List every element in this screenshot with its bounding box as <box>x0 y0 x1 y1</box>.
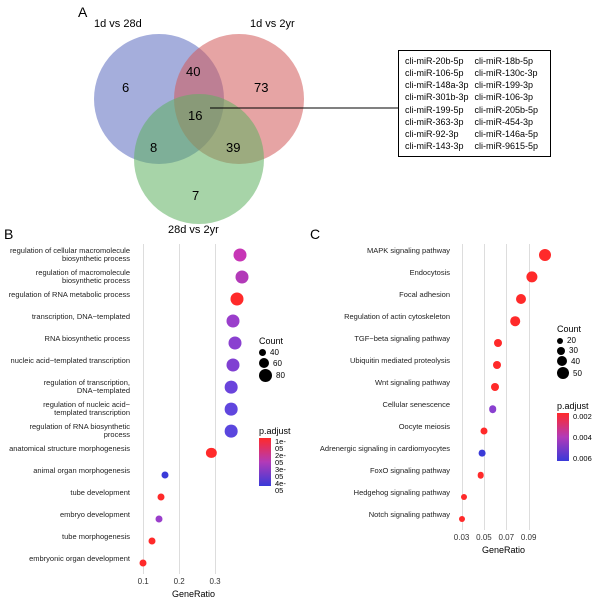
data-point <box>493 361 501 369</box>
dotplot-c: 0.03 0.05 0.07 0.09 MAPK signaling pathway En… <box>314 238 592 598</box>
data-point <box>227 315 240 328</box>
data-point <box>158 494 165 501</box>
data-point <box>459 516 465 522</box>
tick-label: 0.07 <box>498 533 514 542</box>
category-label: Oocyte meiosis <box>314 423 450 431</box>
tick-label: 0.03 <box>454 533 470 542</box>
grid-line <box>529 244 530 530</box>
category-label: Endocytosis <box>314 269 450 277</box>
data-point <box>526 271 537 282</box>
data-point <box>480 428 487 435</box>
tick-label: 0.2 <box>174 577 185 586</box>
data-point <box>161 472 168 479</box>
tick-label: 0.1 <box>138 577 149 586</box>
padjust-legend: p.adjust0.0020.0040.006 <box>557 401 589 461</box>
category-label: Ubiquitin mediated proteolysis <box>314 357 450 365</box>
grid-line <box>506 244 507 530</box>
count-legend: Count406080 <box>259 336 285 383</box>
category-label: Focal adhesion <box>314 291 450 299</box>
padjust-legend: p.adjust1e-052e-053e-054e-05 <box>259 426 291 486</box>
dotplot-b: 0.1 0.2 0.3 regulation of cellular macromol… <box>6 238 306 598</box>
data-point <box>228 337 241 350</box>
data-point <box>478 450 485 457</box>
category-label: MAPK signaling pathway <box>314 247 450 255</box>
category-label: tube development <box>6 489 130 497</box>
category-label: embryo development <box>6 511 130 519</box>
mirna-list-box: cli-miR-20b-5pcli-miR-18b-5pcli-miR-106-… <box>398 50 551 157</box>
category-label: Hedgehog signaling pathway <box>314 489 450 497</box>
category-label: regulation of nucleic acid−templated tra… <box>6 401 130 417</box>
category-label: animal organ morphogenesis <box>6 467 130 475</box>
data-point <box>236 271 249 284</box>
data-point <box>149 538 156 545</box>
category-label: Regulation of actin cytoskeleton <box>314 313 450 321</box>
grid-line <box>179 244 180 574</box>
data-point <box>225 403 238 416</box>
x-axis-title: GeneRatio <box>172 589 215 599</box>
data-point <box>225 381 238 394</box>
grid-line <box>462 244 463 530</box>
data-point <box>510 316 520 326</box>
grid-line <box>484 244 485 530</box>
category-label: tube morphogenesis <box>6 533 130 541</box>
data-point <box>234 249 247 262</box>
grid-line <box>215 244 216 574</box>
category-label: regulation of macromoleculebiosynthetic … <box>6 269 130 285</box>
data-point <box>477 472 484 479</box>
data-point <box>227 359 240 372</box>
category-label: RNA biosynthetic process <box>6 335 130 343</box>
count-legend: Count20304050 <box>557 324 582 380</box>
data-point <box>494 339 502 347</box>
tick-label: 0.05 <box>476 533 492 542</box>
data-point <box>140 560 147 567</box>
category-label: Notch signaling pathway <box>314 511 450 519</box>
data-point <box>461 494 467 500</box>
category-label: FoxO signaling pathway <box>314 467 450 475</box>
data-point <box>491 383 499 391</box>
category-label: Wnt signaling pathway <box>314 379 450 387</box>
grid-line <box>143 244 144 574</box>
category-label: regulation of transcription,DNA−template… <box>6 379 130 395</box>
data-point <box>230 293 243 306</box>
x-axis-title: GeneRatio <box>482 545 525 555</box>
tick-label: 0.3 <box>210 577 221 586</box>
data-point <box>489 405 497 413</box>
category-label: Cellular senescence <box>314 401 450 409</box>
category-label: transcription, DNA−templated <box>6 313 130 321</box>
category-label: anatomical structure morphogenesis <box>6 445 130 453</box>
category-label: regulation of cellular macromoleculebios… <box>6 247 130 263</box>
data-point <box>516 294 526 304</box>
data-point <box>225 425 238 438</box>
category-label: TGF−beta signaling pathway <box>314 335 450 343</box>
category-label: regulation of RNA metabolic process <box>6 291 130 299</box>
category-label: nucleic acid−templated transcription <box>6 357 130 365</box>
tick-label: 0.09 <box>521 533 537 542</box>
data-point <box>539 249 551 261</box>
category-label: Adrenergic signaling in cardiomyocytes <box>314 445 450 453</box>
category-label: embryonic organ development <box>6 555 130 563</box>
data-point <box>156 516 163 523</box>
category-label: regulation of RNA biosyntheticprocess <box>6 423 130 439</box>
